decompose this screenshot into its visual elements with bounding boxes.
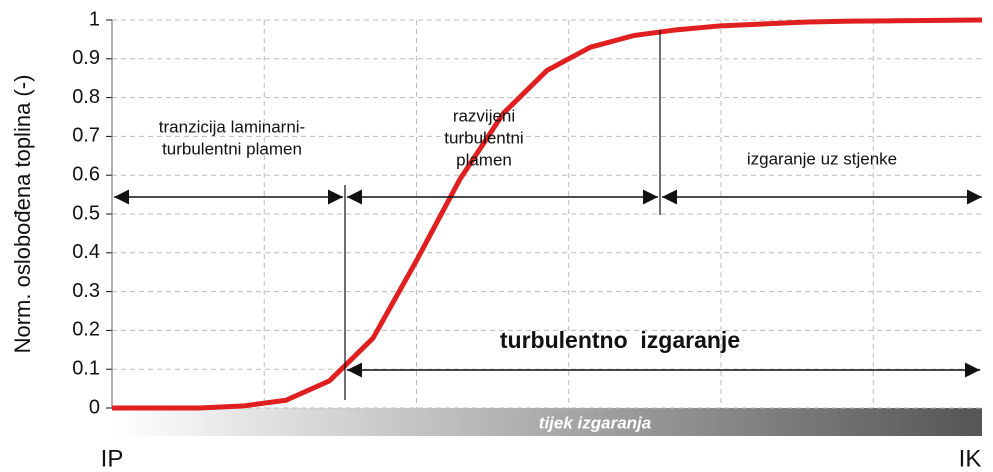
annotation: plamen xyxy=(456,150,512,169)
y-axis-label: Norm. oslobođena toplina (-) xyxy=(10,75,35,354)
y-tick-label: 0.6 xyxy=(72,163,100,185)
plot-area: 0 0.1 0.2 0.3 0.4 0.5 0.6 0.7 0.8 0.9 1 xyxy=(72,8,983,418)
annotation: turbulentni plamen xyxy=(162,139,302,158)
y-tick-label: 0.9 xyxy=(72,47,100,69)
annotations: tranzicija laminarni- turbulentni plamen… xyxy=(114,30,982,400)
progress-bar xyxy=(112,408,982,436)
y-tick-label: 0.8 xyxy=(72,86,100,108)
y-tick-label: 0.5 xyxy=(72,202,100,224)
annotation: tranzicija laminarni- xyxy=(159,117,305,136)
annotation: turbulentni xyxy=(444,128,523,147)
x-end-label: IK xyxy=(959,445,982,472)
y-tick-label: 0.3 xyxy=(72,280,100,302)
x-start-label: IP xyxy=(101,445,124,472)
y-tick-label: 0.2 xyxy=(72,319,100,341)
y-tick-label: 1 xyxy=(89,8,100,30)
y-tick-label: 0.7 xyxy=(72,125,100,147)
progress-label: tijek izgaranja xyxy=(539,413,651,432)
curve xyxy=(112,17,983,411)
annotation: razvijeni xyxy=(453,106,515,125)
annotation: izgaranje uz stjenke xyxy=(747,149,897,168)
y-tick-label: 0.1 xyxy=(72,357,100,379)
annotation: turbulentno izgaranje xyxy=(500,327,740,353)
y-tick-label: 0 xyxy=(89,396,100,418)
y-tick-label: 0.4 xyxy=(72,241,100,263)
